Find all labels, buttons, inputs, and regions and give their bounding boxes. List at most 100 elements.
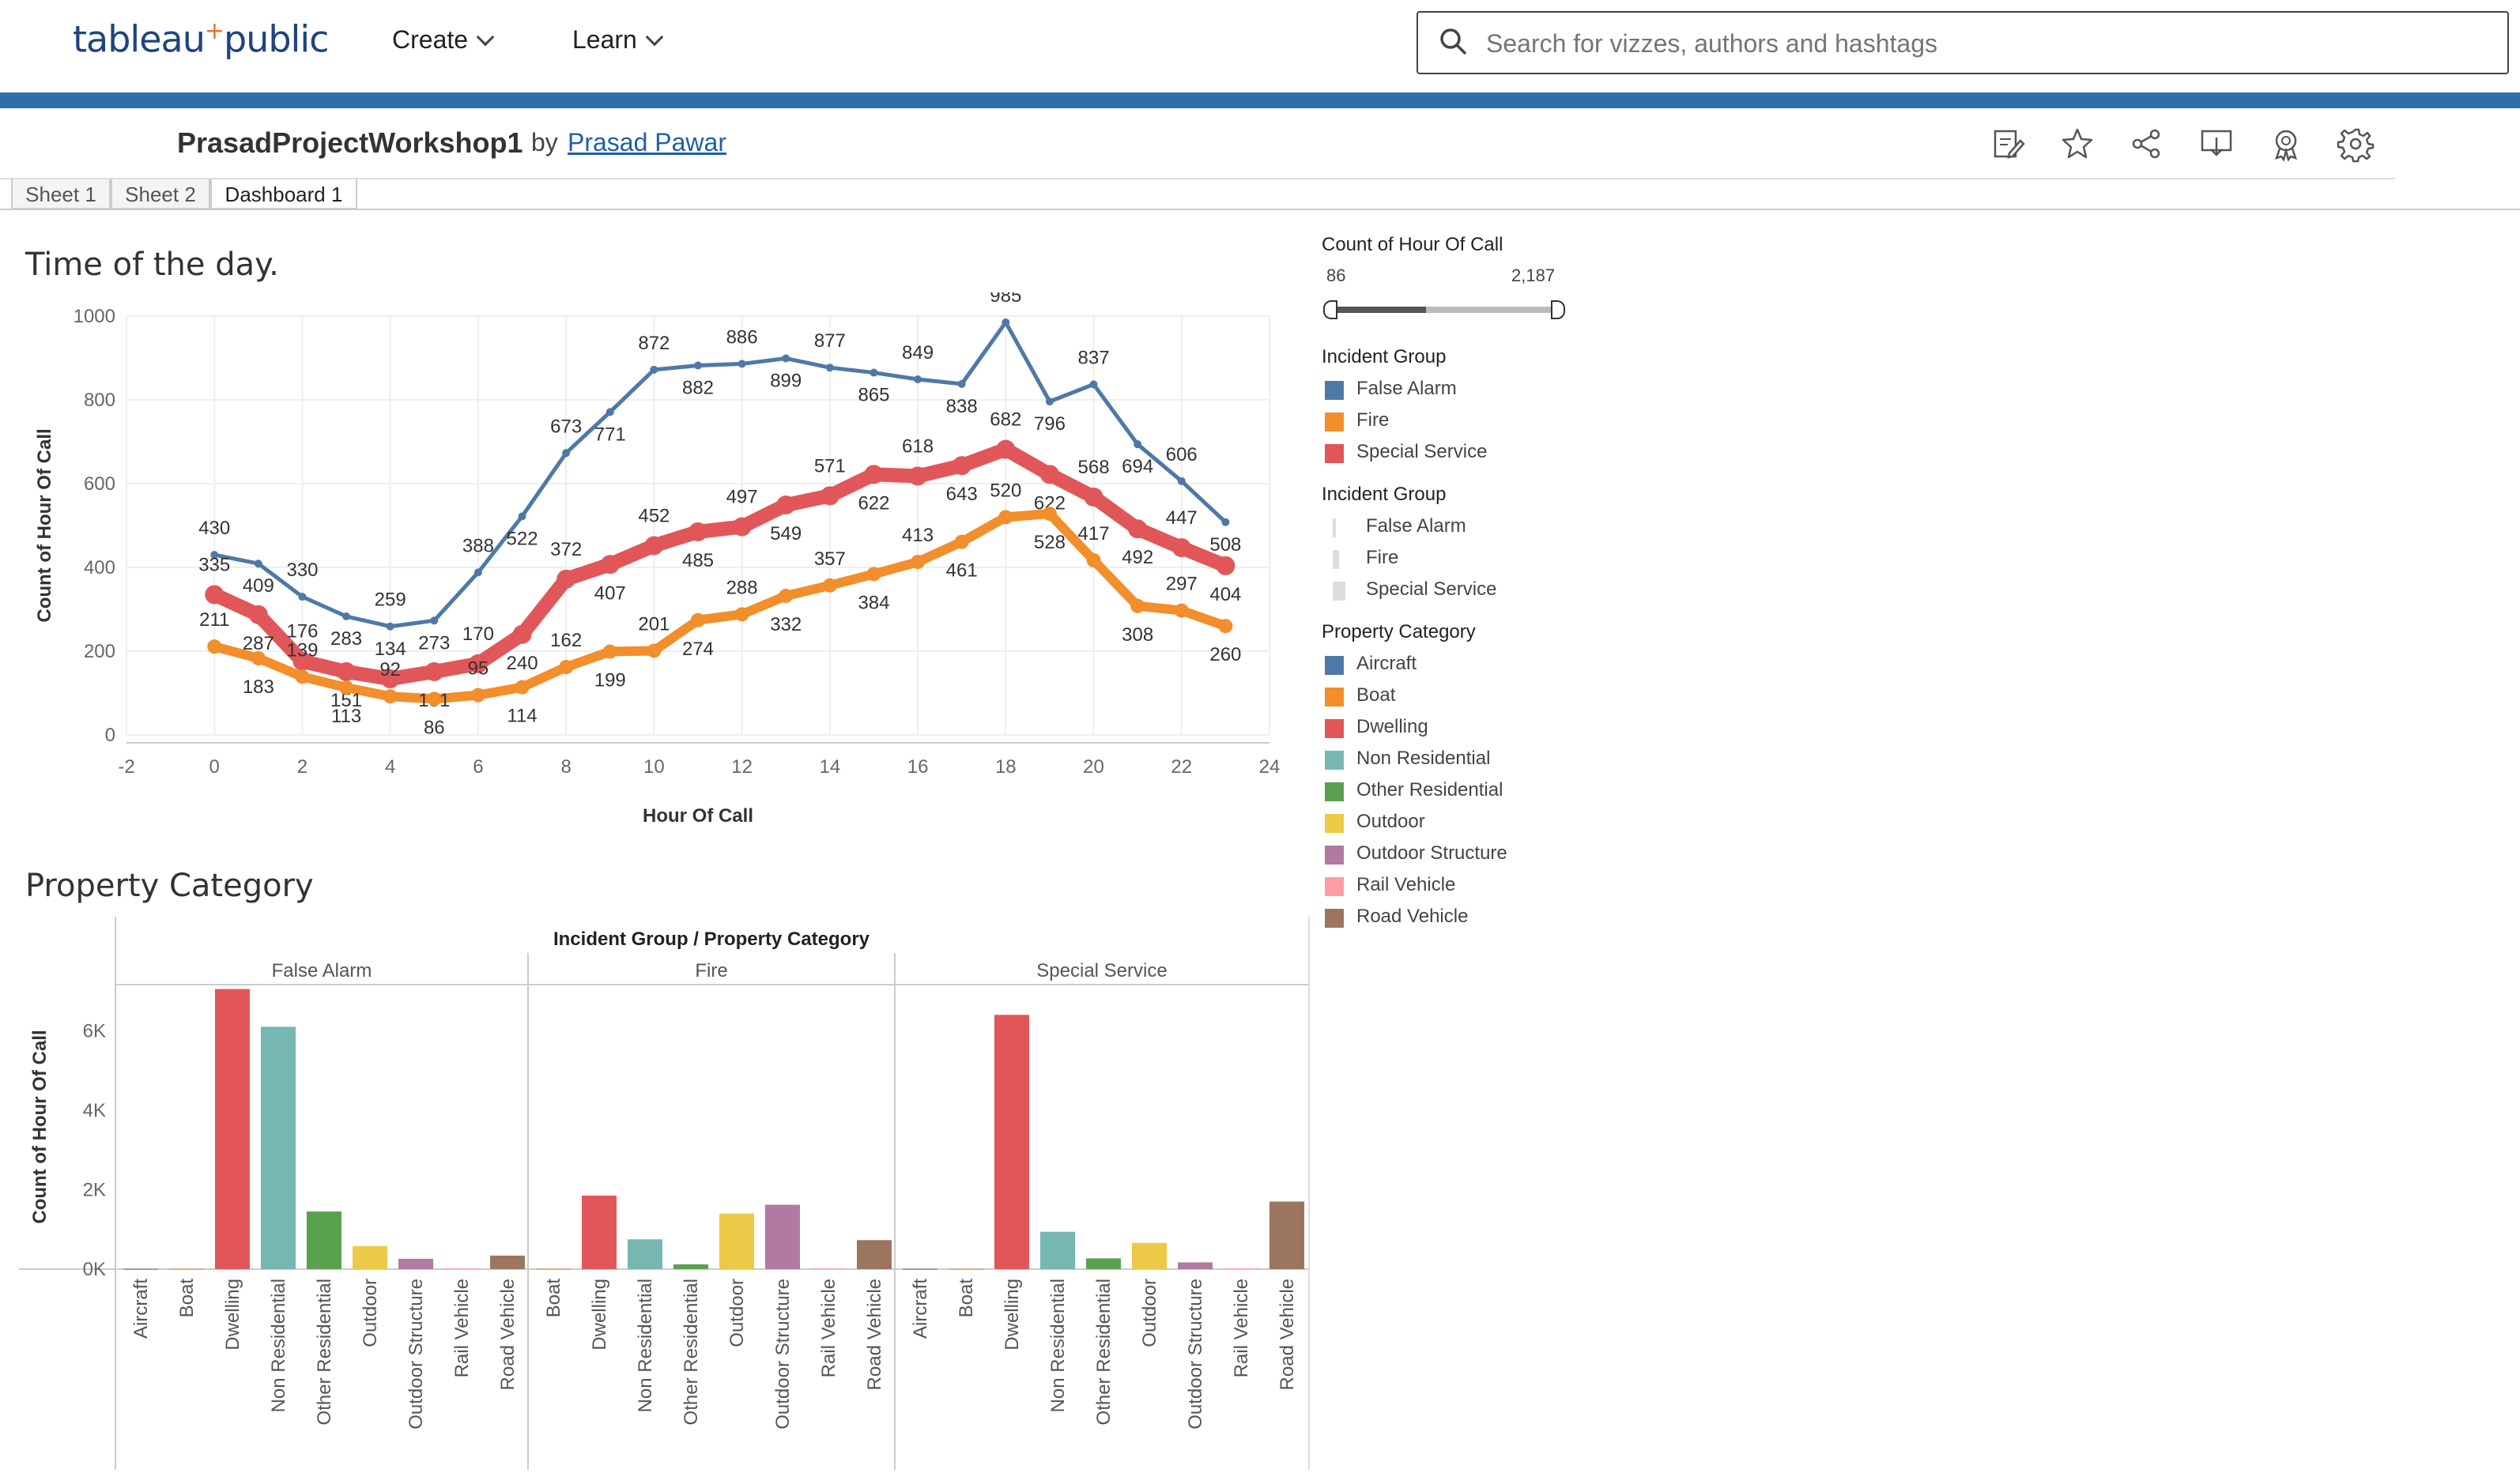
- data-point[interactable]: [870, 368, 878, 377]
- data-point[interactable]: [337, 661, 356, 681]
- data-point[interactable]: [1174, 603, 1189, 618]
- nav-create[interactable]: Create: [392, 25, 495, 55]
- data-point[interactable]: [1130, 598, 1145, 613]
- data-point[interactable]: [295, 669, 310, 684]
- bar-aircraft[interactable]: [903, 1268, 937, 1270]
- data-point[interactable]: [732, 517, 752, 537]
- data-point[interactable]: [782, 354, 790, 363]
- data-point[interactable]: [908, 466, 928, 486]
- tab-dashboard-1[interactable]: Dashboard 1: [210, 179, 357, 209]
- bar-outdoor[interactable]: [719, 1213, 754, 1269]
- data-point[interactable]: [647, 643, 662, 658]
- bar-outdoor-structure[interactable]: [398, 1258, 433, 1269]
- bar-dwelling[interactable]: [582, 1195, 617, 1269]
- data-point[interactable]: [864, 465, 884, 484]
- data-point[interactable]: [1042, 507, 1057, 522]
- data-point[interactable]: [386, 622, 394, 631]
- data-point[interactable]: [1039, 465, 1059, 484]
- data-point[interactable]: [518, 512, 526, 521]
- download-button[interactable]: [2197, 125, 2235, 163]
- search-input[interactable]: [1486, 24, 2482, 63]
- bar-outdoor[interactable]: [353, 1245, 387, 1269]
- data-point[interactable]: [207, 639, 222, 654]
- data-point[interactable]: [820, 486, 839, 506]
- data-point[interactable]: [515, 680, 530, 695]
- data-point[interactable]: [254, 559, 262, 568]
- data-point[interactable]: [738, 360, 746, 368]
- data-point[interactable]: [1089, 380, 1098, 389]
- bar-other-residential[interactable]: [673, 1264, 708, 1269]
- series-line-false-alarm[interactable]: [212, 320, 1228, 629]
- data-point[interactable]: [1128, 519, 1148, 539]
- bar-boat[interactable]: [169, 1268, 204, 1270]
- data-point[interactable]: [383, 689, 398, 704]
- author-link[interactable]: Prasad Pawar: [568, 128, 726, 156]
- data-point[interactable]: [694, 361, 702, 370]
- data-point[interactable]: [1084, 487, 1103, 507]
- bar-non-residential[interactable]: [628, 1239, 662, 1269]
- bar-boat[interactable]: [536, 1268, 571, 1270]
- data-point[interactable]: [339, 680, 354, 695]
- bar-outdoor-structure[interactable]: [765, 1204, 800, 1269]
- data-point[interactable]: [380, 669, 400, 688]
- bar-aircraft[interactable]: [123, 1268, 158, 1270]
- bar-dwelling[interactable]: [994, 1015, 1029, 1269]
- data-point[interactable]: [342, 612, 351, 621]
- data-point[interactable]: [779, 589, 794, 604]
- slider-handle-max[interactable]: [1551, 300, 1565, 319]
- bar-road-vehicle[interactable]: [1269, 1201, 1304, 1269]
- data-point[interactable]: [470, 688, 485, 703]
- data-point[interactable]: [650, 365, 658, 374]
- data-point[interactable]: [600, 555, 620, 575]
- data-point[interactable]: [1086, 552, 1101, 567]
- bar-road-vehicle[interactable]: [490, 1255, 525, 1269]
- tab-sheet-1[interactable]: Sheet 1: [11, 179, 111, 209]
- data-point[interactable]: [996, 439, 1016, 459]
- bar-other-residential[interactable]: [1086, 1258, 1121, 1269]
- data-point[interactable]: [954, 534, 969, 549]
- data-point[interactable]: [866, 567, 881, 582]
- data-point[interactable]: [562, 449, 571, 458]
- bar-other-residential[interactable]: [307, 1211, 341, 1269]
- settings-button[interactable]: [2337, 125, 2375, 163]
- data-point[interactable]: [1218, 619, 1233, 634]
- series-line-fire[interactable]: [209, 509, 1231, 704]
- data-point[interactable]: [957, 379, 966, 388]
- bar-boat[interactable]: [949, 1268, 983, 1270]
- data-point[interactable]: [605, 408, 614, 416]
- badge-button[interactable]: [2267, 125, 2305, 163]
- data-point[interactable]: [292, 651, 312, 671]
- search-box[interactable]: [1417, 11, 2509, 74]
- data-point[interactable]: [822, 578, 837, 593]
- edit-button[interactable]: [1989, 125, 2027, 163]
- bar-outdoor-structure[interactable]: [1178, 1262, 1213, 1269]
- bar-outdoor[interactable]: [1132, 1242, 1167, 1269]
- bar-road-vehicle[interactable]: [857, 1240, 892, 1269]
- data-point[interactable]: [691, 612, 705, 627]
- bar-non-residential[interactable]: [1040, 1231, 1075, 1269]
- data-point[interactable]: [248, 605, 268, 624]
- favorite-button[interactable]: [2058, 125, 2096, 163]
- share-button[interactable]: [2128, 125, 2166, 163]
- data-point[interactable]: [1045, 397, 1054, 406]
- data-point[interactable]: [210, 551, 219, 559]
- data-point[interactable]: [559, 660, 574, 675]
- property-category-bar-chart[interactable]: Incident Group / Property Category 0K 2K 4K…: [0, 917, 1312, 1470]
- bar-non-residential[interactable]: [261, 1027, 296, 1269]
- data-point[interactable]: [427, 691, 442, 706]
- tab-sheet-2[interactable]: Sheet 2: [111, 179, 210, 209]
- data-point[interactable]: [468, 654, 488, 673]
- data-point[interactable]: [688, 522, 707, 541]
- data-point[interactable]: [825, 364, 834, 372]
- data-point[interactable]: [998, 510, 1013, 525]
- data-point[interactable]: [473, 568, 482, 577]
- data-point[interactable]: [914, 375, 922, 384]
- data-point[interactable]: [1171, 538, 1191, 558]
- data-point[interactable]: [1002, 318, 1010, 326]
- nav-learn[interactable]: Learn: [572, 25, 664, 55]
- data-point[interactable]: [298, 593, 307, 601]
- data-point[interactable]: [556, 569, 576, 589]
- bar-dwelling[interactable]: [215, 989, 250, 1269]
- data-point[interactable]: [952, 456, 971, 476]
- data-point[interactable]: [1221, 518, 1230, 526]
